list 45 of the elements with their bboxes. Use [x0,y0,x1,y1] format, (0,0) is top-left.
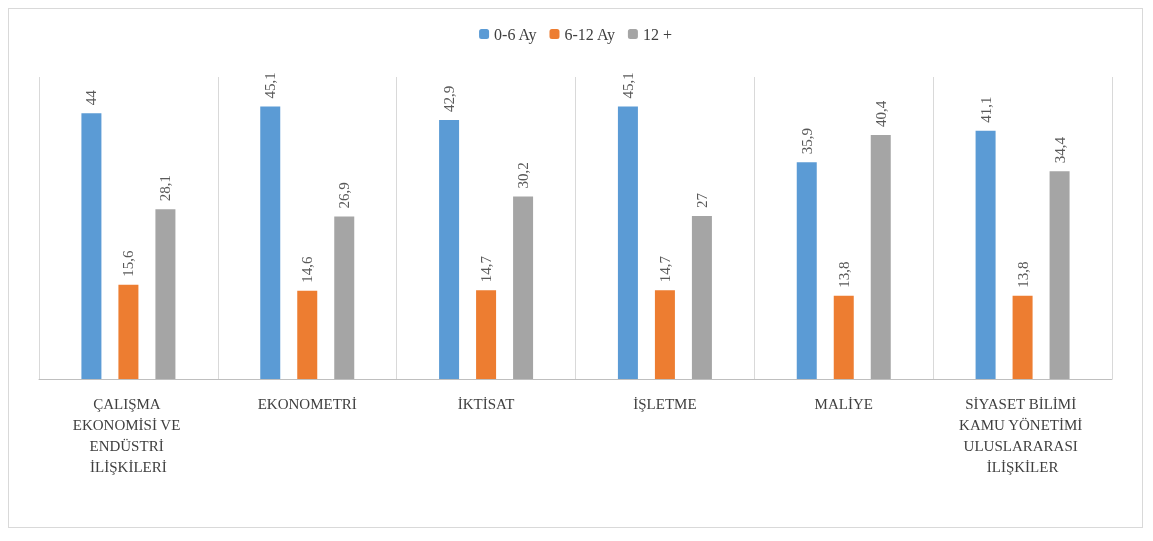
bar [155,209,176,379]
bar [1012,295,1033,379]
data-label: 42,9 [441,85,458,112]
bar [654,290,675,379]
bar [334,216,355,379]
data-label: 13,8 [1014,261,1031,288]
bar [975,130,996,379]
bar [1049,171,1070,379]
bar [513,196,534,379]
bar [476,290,497,379]
x-tick-label: İŞLETME [633,395,697,412]
data-label: 35,9 [798,127,815,155]
x-tick-label: SİYASET BİLİMİ KAMU YÖNETİMİ ULUSLARARASI İLİŞKİLER [959,395,1087,475]
data-label: 14,6 [299,256,316,283]
data-label: 13,8 [835,261,852,288]
x-tick-label: EKONOMETRİ [257,395,357,412]
legend-label: 12 + [642,25,672,43]
data-label: 34,4 [1051,136,1068,164]
bar [691,215,712,379]
data-label: 14,7 [656,255,673,283]
bar [870,134,891,379]
bar [617,106,638,379]
legend-label: 0-6 Ay [494,25,537,44]
x-tick-label: ÇALIŞMA EKONOMİSİ VE ENDÜSTRİ İLİŞKİLERİ [72,395,185,475]
bar [439,119,460,379]
data-label: 40,4 [872,100,889,127]
legend-label: 6-12 Ay [564,25,616,44]
x-tick-label: MALİYE [814,395,873,412]
data-label: 44 [83,89,100,106]
bar [796,162,817,379]
bar [297,290,318,379]
data-label: 45,1 [619,72,636,99]
data-label: 14,7 [478,255,495,283]
data-label: 15,6 [120,250,137,277]
data-label: 41,1 [977,96,994,123]
bar [833,295,854,379]
data-label: 45,1 [262,72,279,99]
bar [118,284,139,379]
bar [260,106,281,379]
data-label: 27 [693,192,710,208]
bar [81,113,102,379]
x-tick-label: İKTİSAT [457,395,515,412]
data-label: 26,9 [336,182,353,209]
data-label: 30,2 [515,162,532,189]
data-label: 28,1 [157,175,174,202]
